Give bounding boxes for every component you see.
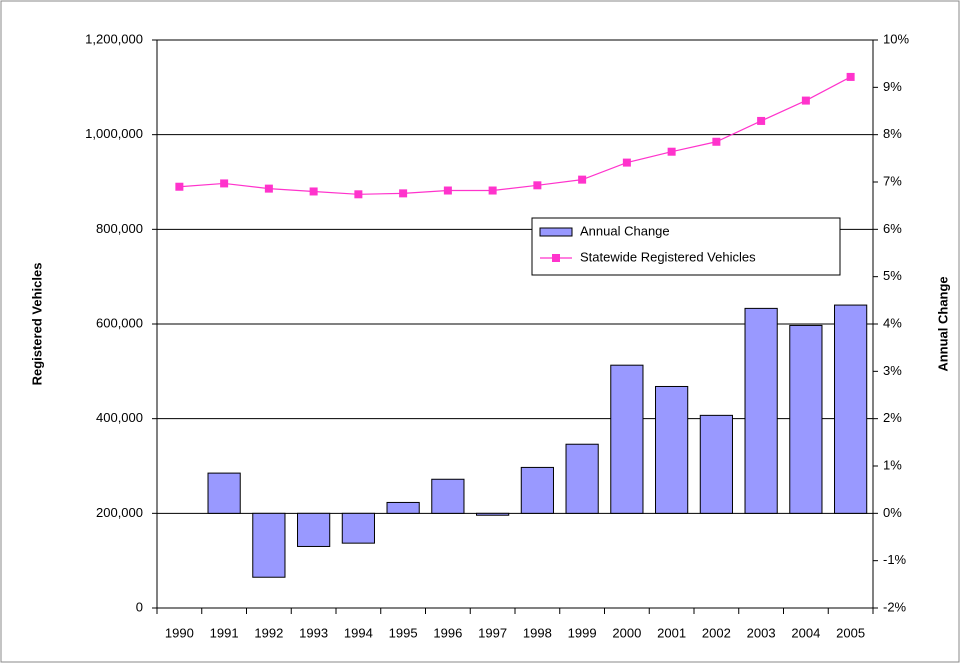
bar xyxy=(565,443,599,514)
x-tick-label: 1995 xyxy=(389,625,418,640)
y-tick-label: 0 xyxy=(136,599,143,614)
x-tick-label: 2004 xyxy=(791,625,820,640)
y-tick-label: 800,000 xyxy=(96,221,143,236)
x-tick-label: 2003 xyxy=(747,625,776,640)
line xyxy=(179,76,851,195)
y2-tick-label: 8% xyxy=(883,126,902,141)
bar xyxy=(252,512,286,578)
bar xyxy=(520,466,554,514)
y2-tick-label: 7% xyxy=(883,173,902,188)
x-tick-label: 1990 xyxy=(165,625,194,640)
y-tick-label: 1,200,000 xyxy=(85,31,143,46)
x-tick-label: 1994 xyxy=(344,625,373,640)
line-marker xyxy=(309,187,318,196)
line-marker xyxy=(578,175,587,184)
y2-tick-label: 0% xyxy=(883,505,902,520)
bar xyxy=(789,324,823,514)
y2-tick-label: 5% xyxy=(883,268,902,283)
line-marker xyxy=(667,147,676,156)
y2-tick-label: 2% xyxy=(883,410,902,425)
bar xyxy=(699,414,733,514)
line-marker xyxy=(712,137,721,146)
x-tick-label: 2002 xyxy=(702,625,731,640)
y2-tick-label: 4% xyxy=(883,315,902,330)
y2-tick-label: -1% xyxy=(883,552,907,567)
line-marker xyxy=(757,116,766,125)
y2-axis-title: Annual Change xyxy=(935,276,950,371)
line-marker xyxy=(846,72,855,81)
line-marker xyxy=(622,158,631,167)
bar xyxy=(341,512,375,544)
line-marker xyxy=(399,189,408,198)
y-tick-label: 1,000,000 xyxy=(85,126,143,141)
x-tick-label: 1991 xyxy=(210,625,239,640)
x-tick-label: 1999 xyxy=(568,625,597,640)
line-marker xyxy=(488,186,497,195)
bar xyxy=(610,364,644,514)
y2-tick-label: 10% xyxy=(883,31,909,46)
x-tick-label: 1992 xyxy=(254,625,283,640)
y2-tick-label: 1% xyxy=(883,457,902,472)
line-marker xyxy=(175,182,184,191)
x-tick-label: 2000 xyxy=(612,625,641,640)
bar xyxy=(207,472,241,514)
legend-swatch xyxy=(552,254,560,262)
x-tick-label: 1993 xyxy=(299,625,328,640)
line-marker xyxy=(533,181,542,190)
y-tick-label: 600,000 xyxy=(96,315,143,330)
y2-tick-label: 9% xyxy=(883,79,902,94)
legend-label: Statewide Registered Vehicles xyxy=(580,249,756,264)
line-marker xyxy=(220,179,229,188)
x-tick-label: 1997 xyxy=(478,625,507,640)
bar xyxy=(655,385,689,514)
y2-tick-label: 6% xyxy=(883,221,902,236)
legend-swatch xyxy=(539,227,573,237)
bar xyxy=(476,512,510,516)
line-marker xyxy=(801,96,810,105)
x-tick-label: 2001 xyxy=(657,625,686,640)
legend xyxy=(531,217,841,276)
legend-label: Annual Change xyxy=(580,223,670,238)
y-tick-label: 200,000 xyxy=(96,505,143,520)
bar xyxy=(744,307,778,514)
bar xyxy=(297,512,331,547)
line-marker xyxy=(264,184,273,193)
y2-tick-label: -2% xyxy=(883,599,907,614)
x-tick-label: 2005 xyxy=(836,625,865,640)
line-marker xyxy=(354,190,363,199)
y-tick-label: 400,000 xyxy=(96,410,143,425)
line-marker xyxy=(443,186,452,195)
bar xyxy=(834,304,868,514)
x-tick-label: 1998 xyxy=(523,625,552,640)
bar xyxy=(431,478,465,514)
bar xyxy=(386,501,420,514)
x-tick-label: 1996 xyxy=(433,625,462,640)
y-axis-title: Registered Vehicles xyxy=(29,263,44,386)
y2-tick-label: 3% xyxy=(883,363,902,378)
